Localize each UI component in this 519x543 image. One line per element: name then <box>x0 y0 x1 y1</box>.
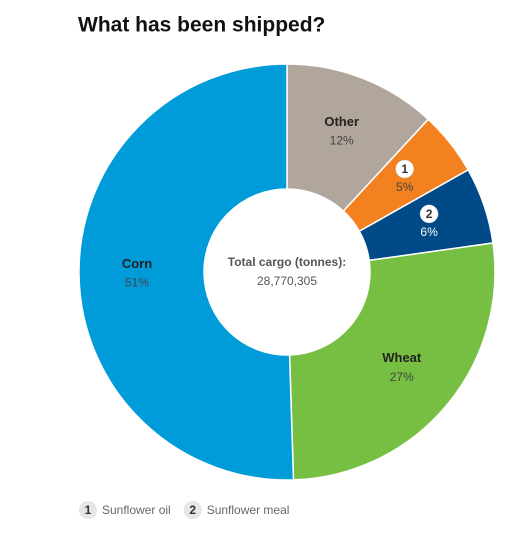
legend-marker: 2 <box>189 503 196 517</box>
slice-value-label: 51% <box>125 276 149 290</box>
slice-value-label: 12% <box>330 134 354 148</box>
slice <box>288 242 496 481</box>
badge-label: 1 <box>401 162 408 176</box>
legend-label: Sunflower meal <box>207 503 290 517</box>
slice-value-label: 6% <box>420 225 438 239</box>
legend-badge <box>183 501 202 519</box>
slice-value-label: 27% <box>390 370 414 384</box>
badge <box>419 204 439 224</box>
chart-title: What has been shipped? <box>78 14 325 37</box>
slice-value-label: 5% <box>396 180 414 194</box>
slice-label: Other <box>324 114 359 129</box>
badge <box>395 159 414 179</box>
legend-badge <box>79 501 97 519</box>
slice <box>78 63 295 481</box>
badge-label: 2 <box>426 207 433 221</box>
center-title: Total cargo (tonnes): <box>228 255 346 269</box>
legend-marker: 1 <box>85 503 92 517</box>
slice-label: Wheat <box>382 350 422 365</box>
legend-label: Sunflower oil <box>102 503 171 517</box>
center-value: 28,770,305 <box>257 274 317 288</box>
slice-label: Corn <box>122 256 152 271</box>
